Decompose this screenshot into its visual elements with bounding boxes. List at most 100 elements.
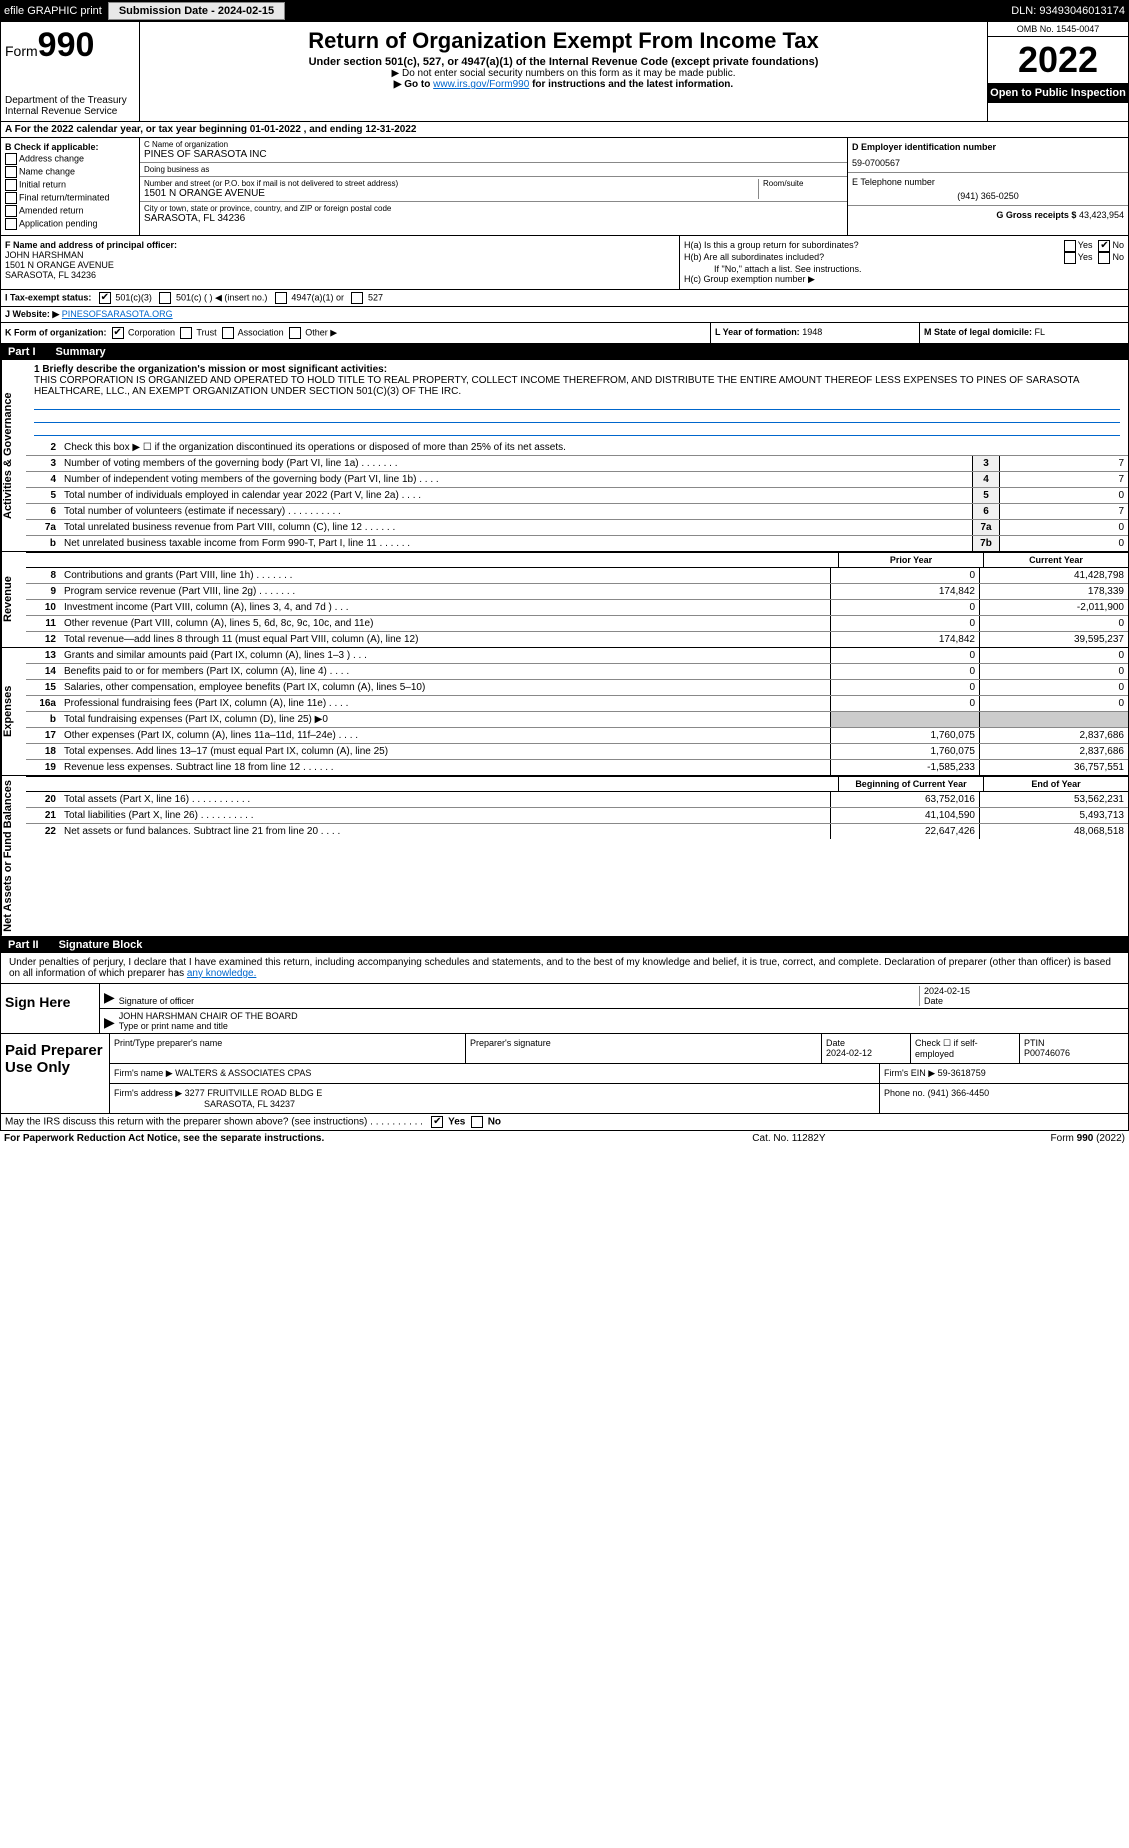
paid-preparer-label: Paid Preparer Use Only bbox=[1, 1034, 110, 1113]
line-16a: 16aProfessional fundraising fees (Part I… bbox=[26, 696, 1128, 712]
line-b: bTotal fundraising expenses (Part IX, co… bbox=[26, 712, 1128, 728]
signature-block: Under penalties of perjury, I declare th… bbox=[0, 953, 1129, 1114]
line-18: 18Total expenses. Add lines 13–17 (must … bbox=[26, 744, 1128, 760]
line-21: 21Total liabilities (Part X, line 26) . … bbox=[26, 808, 1128, 824]
form-header: Form990 Department of the Treasury Inter… bbox=[0, 22, 1129, 122]
col-d-ein-tel: D Employer identification number 59-0700… bbox=[847, 138, 1128, 235]
line-14: 14Benefits paid to or for members (Part … bbox=[26, 664, 1128, 680]
paperwork-notice: For Paperwork Reduction Act Notice, see … bbox=[4, 1133, 527, 1144]
goto-note: ▶ Go to www.irs.gov/Form990 for instruct… bbox=[144, 79, 983, 90]
tax-year: 2022 bbox=[988, 37, 1128, 83]
efile-label: efile GRAPHIC print bbox=[4, 5, 102, 17]
line-22: 22Net assets or fund balances. Subtract … bbox=[26, 824, 1128, 839]
gross-label: G Gross receipts $ bbox=[996, 210, 1076, 220]
submission-date-button[interactable]: Submission Date - 2024-02-15 bbox=[108, 2, 285, 20]
line-4: 4Number of independent voting members of… bbox=[26, 472, 1128, 488]
header-right: OMB No. 1545-0047 2022 Open to Public In… bbox=[987, 22, 1128, 121]
website-row: J Website: ▶ PINESOFSARASOTA.ORG bbox=[0, 307, 1129, 323]
addr-value: 1501 N ORANGE AVENUE bbox=[144, 188, 758, 199]
ein-value: 59-0700567 bbox=[852, 158, 1124, 168]
form-subtitle: Under section 501(c), 527, or 4947(a)(1)… bbox=[144, 56, 983, 68]
discuss-no[interactable] bbox=[471, 1116, 483, 1128]
dln: DLN: 93493046013174 bbox=[1011, 5, 1125, 17]
any-knowledge-link[interactable]: any knowledge. bbox=[187, 968, 257, 979]
line-5: 5Total number of individuals employed in… bbox=[26, 488, 1128, 504]
city-label: City or town, state or province, country… bbox=[144, 204, 843, 213]
prep-date: 2024-02-12 bbox=[826, 1048, 872, 1058]
line-9: 9Program service revenue (Part VIII, lin… bbox=[26, 584, 1128, 600]
room-label: Room/suite bbox=[763, 179, 843, 188]
sign-here-label: Sign Here bbox=[1, 984, 100, 1033]
org-name: PINES OF SARASOTA INC bbox=[144, 149, 843, 160]
expenses-section: Expenses 13Grants and similar amounts pa… bbox=[0, 648, 1129, 776]
vtab-expenses: Expenses bbox=[1, 648, 26, 775]
header-mid: Return of Organization Exempt From Incom… bbox=[140, 22, 987, 121]
hb-no[interactable] bbox=[1098, 252, 1110, 264]
sig-date: 2024-02-15 bbox=[924, 986, 970, 996]
cat-no: Cat. No. 11282Y bbox=[527, 1133, 1050, 1144]
vtab-netassets: Net Assets or Fund Balances bbox=[1, 776, 26, 936]
na-colhdr: Beginning of Current Year End of Year bbox=[26, 776, 1128, 792]
line-2: 2 Check this box ▶ ☐ if the organization… bbox=[26, 440, 1128, 456]
group-return: H(a) Is this a group return for subordin… bbox=[680, 236, 1128, 289]
cb-amended-return[interactable]: Amended return bbox=[5, 205, 135, 217]
org-name-label: C Name of organization bbox=[144, 140, 843, 149]
line-11: 11Other revenue (Part VIII, column (A), … bbox=[26, 616, 1128, 632]
col-c-org-info: C Name of organization PINES OF SARASOTA… bbox=[140, 138, 847, 235]
arrow-icon: ▶ bbox=[104, 989, 115, 1006]
principal-officer: F Name and address of principal officer:… bbox=[1, 236, 680, 289]
part2-header: Part II Signature Block bbox=[0, 937, 1129, 953]
firm-name: WALTERS & ASSOCIATES CPAS bbox=[175, 1068, 311, 1078]
officer-name-title: JOHN HARSHMAN CHAIR OF THE BOARD bbox=[119, 1011, 298, 1021]
block-bcd: B Check if applicable: Address change Na… bbox=[0, 138, 1129, 236]
sig-declaration: Under penalties of perjury, I declare th… bbox=[1, 953, 1128, 983]
cb-address-change[interactable]: Address change bbox=[5, 153, 135, 165]
cb-final-return[interactable]: Final return/terminated bbox=[5, 192, 135, 204]
irs-link[interactable]: www.irs.gov/Form990 bbox=[433, 79, 529, 90]
sig-officer-label: Signature of officer bbox=[119, 996, 919, 1006]
cb-application-pending[interactable]: Application pending bbox=[5, 218, 135, 230]
cb-name-change[interactable]: Name change bbox=[5, 166, 135, 178]
paid-preparer: Paid Preparer Use Only Print/Type prepar… bbox=[1, 1033, 1128, 1113]
website-link[interactable]: PINESOFSARASOTA.ORG bbox=[62, 309, 173, 319]
mission-text: THIS CORPORATION IS ORGANIZED AND OPERAT… bbox=[34, 375, 1079, 397]
form-footer: Form 990 (2022) bbox=[1051, 1133, 1125, 1144]
line-20: 20Total assets (Part X, line 16) . . . .… bbox=[26, 792, 1128, 808]
line-13: 13Grants and similar amounts paid (Part … bbox=[26, 648, 1128, 664]
ein-label: D Employer identification number bbox=[852, 142, 996, 152]
line-19: 19Revenue less expenses. Subtract line 1… bbox=[26, 760, 1128, 775]
col-b-checkboxes: B Check if applicable: Address change Na… bbox=[1, 138, 140, 235]
form-number: Form990 bbox=[5, 26, 135, 65]
omb-number: OMB No. 1545-0047 bbox=[988, 22, 1128, 37]
dba-label: Doing business as bbox=[144, 165, 843, 174]
net-assets-section: Net Assets or Fund Balances Beginning of… bbox=[0, 776, 1129, 937]
line-12: 12Total revenue—add lines 8 through 11 (… bbox=[26, 632, 1128, 647]
open-to-public: Open to Public Inspection bbox=[988, 83, 1128, 103]
ha-yes[interactable] bbox=[1064, 240, 1076, 252]
501c3-check[interactable] bbox=[99, 292, 111, 304]
vtab-ag: Activities & Governance bbox=[1, 360, 26, 551]
firm-phone: (941) 366-4450 bbox=[928, 1088, 990, 1098]
tel-label: E Telephone number bbox=[852, 177, 1124, 187]
part1-header: Part I Summary bbox=[0, 344, 1129, 360]
line-17: 17Other expenses (Part IX, column (A), l… bbox=[26, 728, 1128, 744]
efile-topbar: efile GRAPHIC print Submission Date - 20… bbox=[0, 0, 1129, 22]
line-7a: 7aTotal unrelated business revenue from … bbox=[26, 520, 1128, 536]
line-b: bNet unrelated business taxable income f… bbox=[26, 536, 1128, 551]
revenue-colhdr: Prior Year Current Year bbox=[26, 552, 1128, 568]
tel-value: (941) 365-0250 bbox=[852, 191, 1124, 201]
form-of-org: K Form of organization: Corporation Trus… bbox=[1, 323, 710, 343]
row-f-h: F Name and address of principal officer:… bbox=[0, 236, 1129, 290]
discuss-yes[interactable] bbox=[431, 1116, 443, 1128]
header-left: Form990 Department of the Treasury Inter… bbox=[1, 22, 140, 121]
cb-initial-return[interactable]: Initial return bbox=[5, 179, 135, 191]
row-klm: K Form of organization: Corporation Trus… bbox=[0, 323, 1129, 344]
arrow-icon: ▶ bbox=[104, 1014, 115, 1031]
hb-yes[interactable] bbox=[1064, 252, 1076, 264]
ha-no[interactable] bbox=[1098, 240, 1110, 252]
city-value: SARASOTA, FL 34236 bbox=[144, 213, 843, 224]
may-irs-discuss: May the IRS discuss this return with the… bbox=[0, 1114, 1129, 1131]
firm-ein: 59-3618759 bbox=[938, 1068, 986, 1078]
line-8: 8Contributions and grants (Part VIII, li… bbox=[26, 568, 1128, 584]
line-6: 6Total number of volunteers (estimate if… bbox=[26, 504, 1128, 520]
